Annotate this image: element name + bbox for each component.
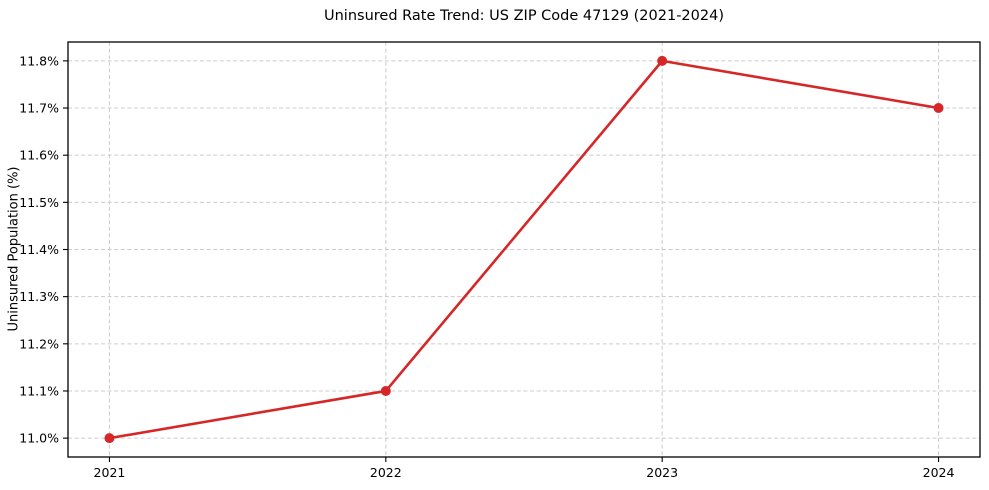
data-point [104, 433, 115, 444]
y-tick-label: 11.0% [19, 431, 59, 446]
y-tick-label: 11.1% [19, 383, 59, 398]
x-tick-label: 2021 [94, 465, 126, 480]
chart-title: Uninsured Rate Trend: US ZIP Code 47129 … [324, 8, 724, 24]
y-tick-label: 11.7% [19, 101, 59, 116]
data-point [657, 55, 668, 66]
x-tick-label: 2023 [646, 465, 678, 480]
y-tick-label: 11.4% [19, 242, 59, 257]
x-tick-label: 2024 [923, 465, 955, 480]
data-point [380, 385, 391, 396]
y-tick-label: 11.6% [19, 148, 59, 163]
data-point [933, 103, 944, 114]
x-tick-label: 2022 [370, 465, 402, 480]
y-tick-label: 11.8% [19, 53, 59, 68]
y-tick-label: 11.5% [19, 195, 59, 210]
y-tick-label: 11.3% [19, 289, 59, 304]
trend-line [108, 59, 940, 440]
y-tick-label: 11.2% [19, 336, 59, 351]
